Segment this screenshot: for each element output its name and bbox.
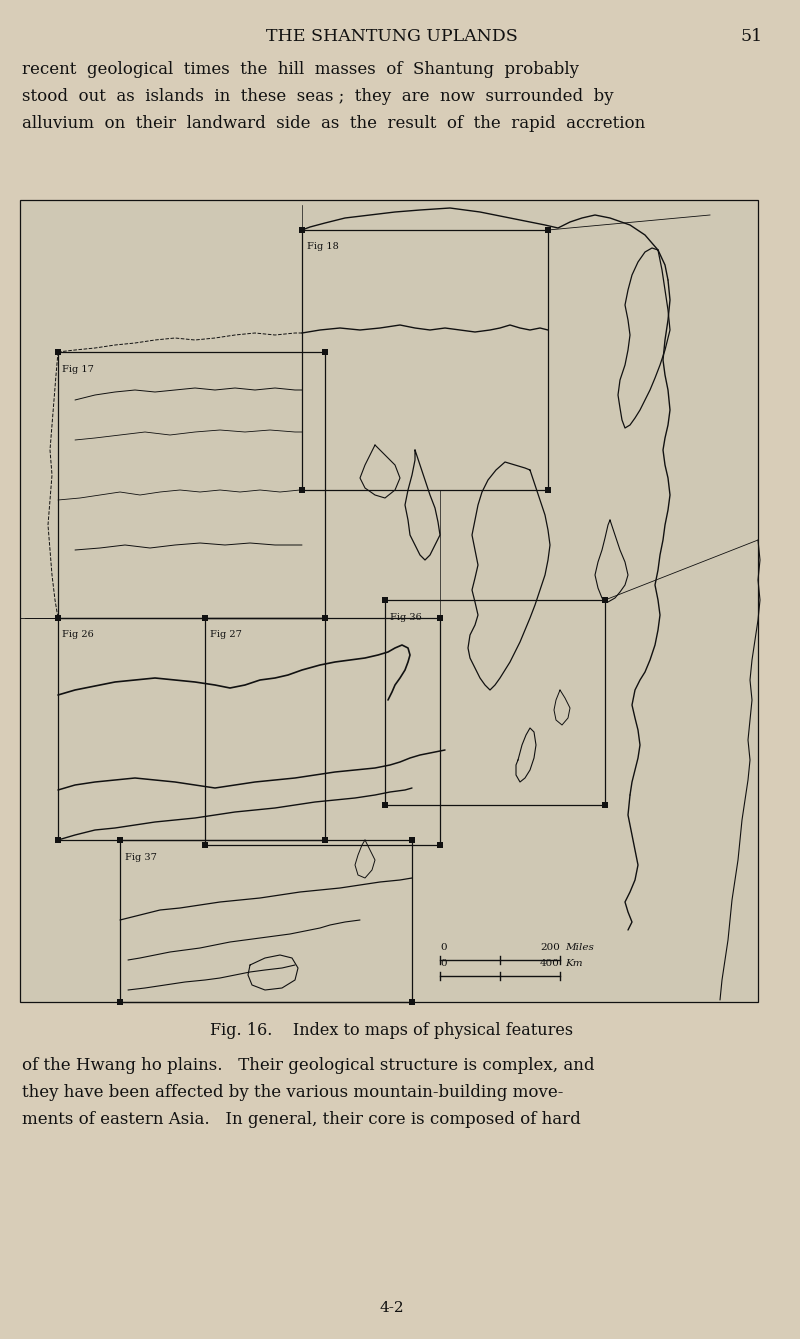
- Bar: [58, 352, 325, 619]
- Text: of the Hwang ho plains.   Their geological structure is complex, and: of the Hwang ho plains. Their geological…: [22, 1056, 594, 1074]
- Text: 4-2: 4-2: [380, 1302, 404, 1315]
- Text: Fig 27: Fig 27: [210, 631, 242, 639]
- Text: 400: 400: [540, 959, 560, 968]
- Text: Fig 18: Fig 18: [307, 242, 338, 250]
- Text: Fig. 16.    Index to maps of physical features: Fig. 16. Index to maps of physical featu…: [210, 1022, 574, 1039]
- Text: Miles: Miles: [565, 943, 594, 952]
- Text: Fig 26: Fig 26: [62, 631, 94, 639]
- Text: Fig 36: Fig 36: [390, 613, 422, 623]
- Text: ments of eastern Asia.   In general, their core is composed of hard: ments of eastern Asia. In general, their…: [22, 1111, 581, 1127]
- Text: alluvium  on  their  landward  side  as  the  result  of  the  rapid  accretion: alluvium on their landward side as the r…: [22, 115, 646, 133]
- Text: 51: 51: [741, 28, 763, 46]
- Bar: [120, 840, 412, 1002]
- Bar: [385, 600, 605, 805]
- Text: recent  geological  times  the  hill  masses  of  Shantung  probably: recent geological times the hill masses …: [22, 62, 579, 78]
- Text: 0: 0: [440, 943, 446, 952]
- Bar: [205, 619, 440, 845]
- Text: they have been affected by the various mountain-building move-: they have been affected by the various m…: [22, 1085, 563, 1101]
- Text: Fig 37: Fig 37: [125, 853, 157, 862]
- Text: 0: 0: [440, 959, 446, 968]
- Text: THE SHANTUNG UPLANDS: THE SHANTUNG UPLANDS: [266, 28, 518, 46]
- Bar: [20, 200, 758, 1002]
- Text: 200: 200: [540, 943, 560, 952]
- Bar: [302, 230, 548, 490]
- Bar: [58, 619, 325, 840]
- Text: stood  out  as  islands  in  these  seas ;  they  are  now  surrounded  by: stood out as islands in these seas ; the…: [22, 88, 614, 104]
- Text: Fig 17: Fig 17: [62, 366, 94, 374]
- Text: Km: Km: [565, 959, 582, 968]
